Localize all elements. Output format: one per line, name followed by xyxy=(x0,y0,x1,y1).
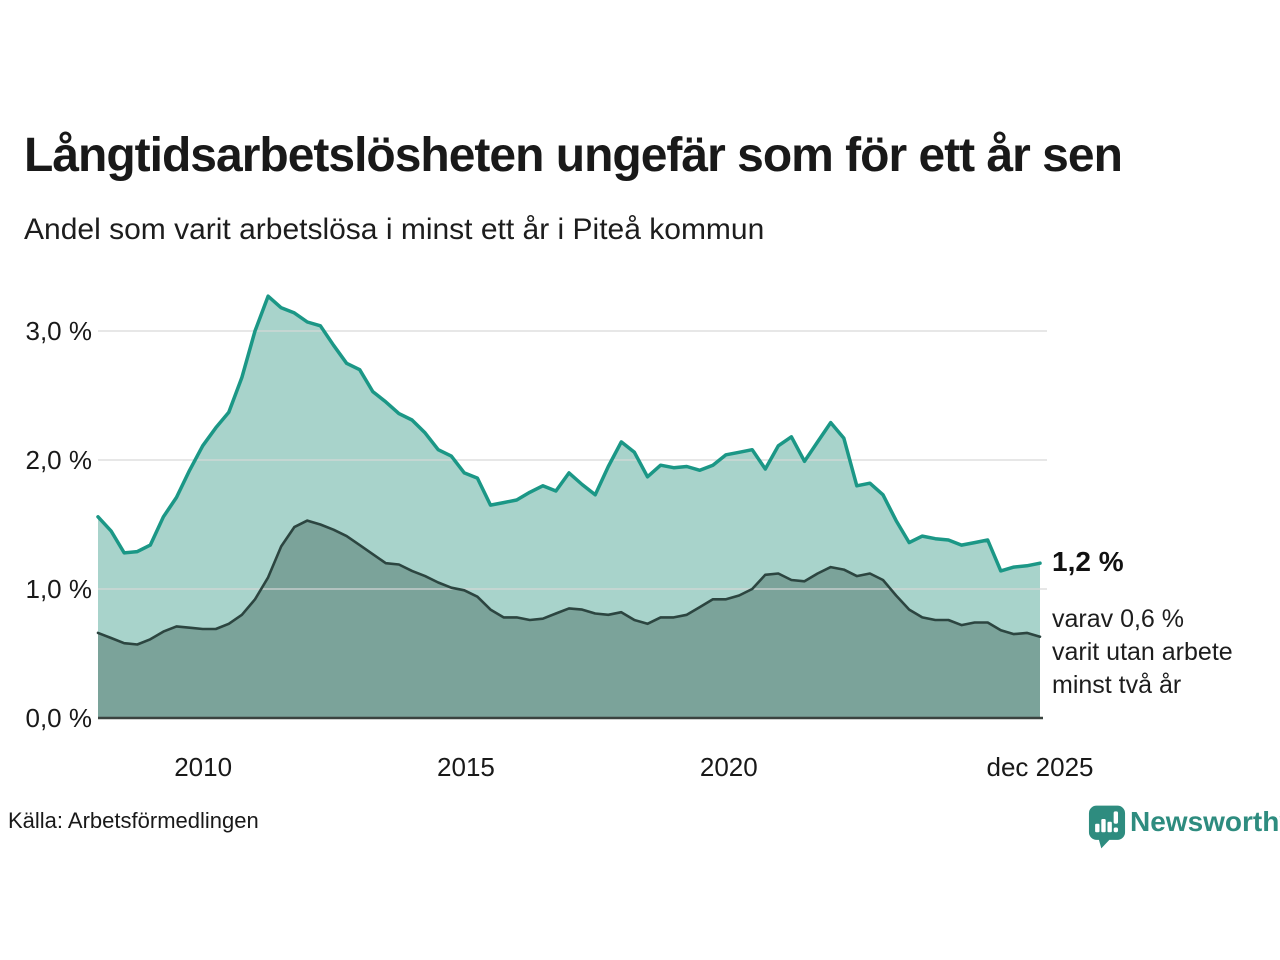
annotation-note-line: minst två år xyxy=(1052,671,1182,699)
logo-bar-chart-glyph xyxy=(1095,811,1119,833)
x-tick-label: 2010 xyxy=(174,752,233,782)
page-title: Långtidsarbetslösheten ungefär som för e… xyxy=(24,129,1123,182)
annotation-note-line: varit utan arbete xyxy=(1052,638,1233,666)
line-minst-tva-ar xyxy=(96,519,1042,646)
logo-badge-shape xyxy=(1088,805,1126,849)
x-tick-label: 2015 xyxy=(437,752,495,782)
chart-subtitle: Andel som varit arbetslösa i minst ett å… xyxy=(24,213,765,246)
newsworthy-logo-text: Newsworthy xyxy=(1130,806,1280,837)
area-minst-tva-ar xyxy=(98,520,1040,718)
x-tick-label: 2020 xyxy=(699,752,758,782)
y-tick-label: 3,0 % xyxy=(25,316,93,346)
y-tick-label: 0,0 % xyxy=(25,703,93,733)
newsworthy-logo-icon xyxy=(1088,805,1126,849)
y-tick-label: 2,0 % xyxy=(25,445,93,475)
source-credit: Källa: Arbetsförmedlingen xyxy=(8,808,259,833)
annotation-note: varav 0,6 % varit utan arbete minst två … xyxy=(1052,603,1233,702)
y-tick-label: 1,0 % xyxy=(25,574,93,604)
latest-value-label: 1,2 % xyxy=(1052,546,1124,577)
x-tick-label: dec 2025 xyxy=(986,752,1094,782)
annotation-note-line: varav 0,6 % xyxy=(1052,605,1185,633)
line-minst-ett-ar xyxy=(96,294,1042,573)
